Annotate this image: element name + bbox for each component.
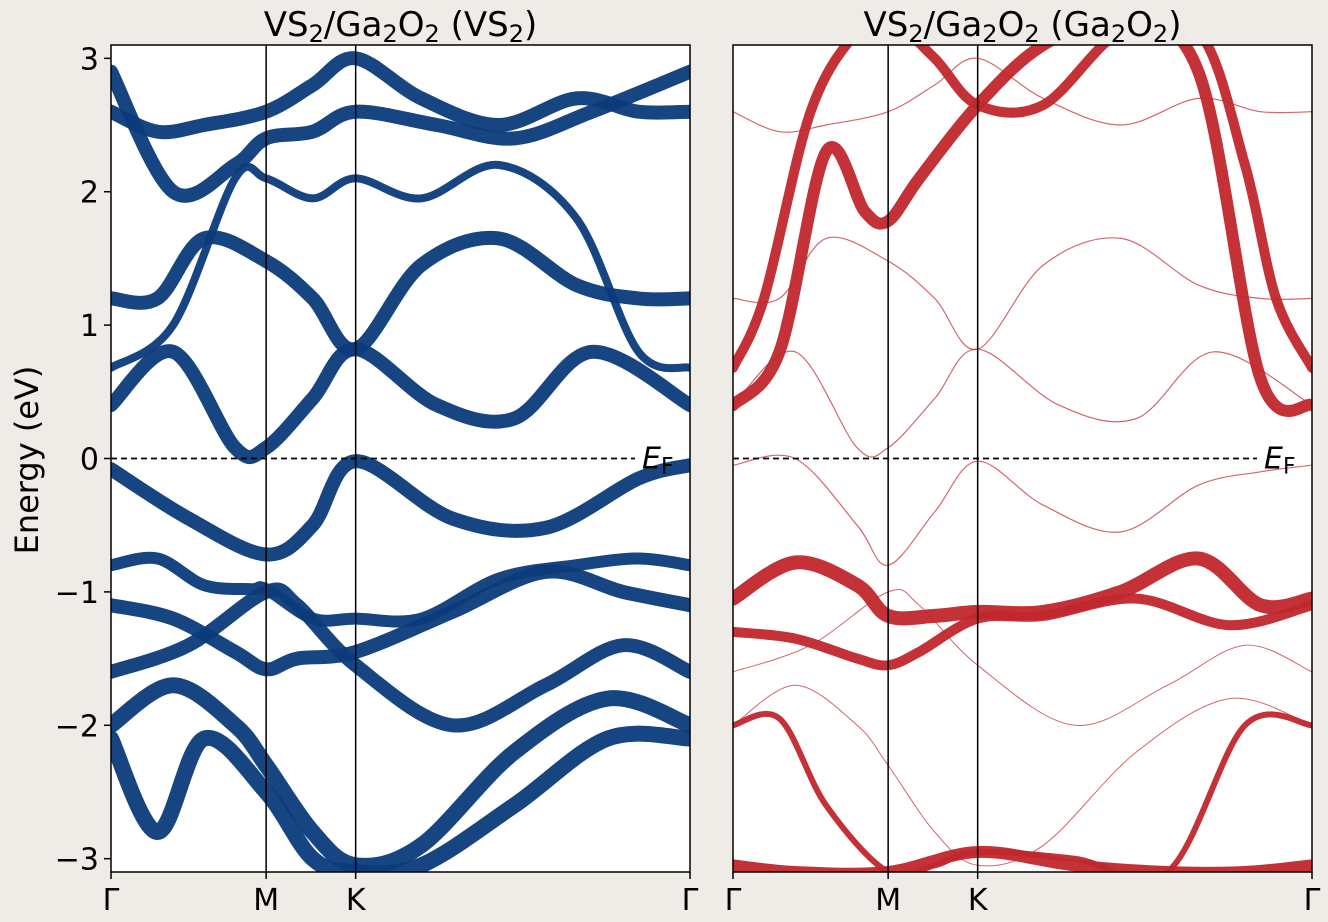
band-line-11 [733,588,1312,726]
band-line-10 [733,57,1312,133]
y-axis-label-group: Energy (eV) [8,366,46,555]
y-tick-label-4: 0 [80,443,99,478]
band-line-3 [733,551,1312,626]
band-line-6 [733,845,1312,872]
panel-left-vs2: EF Γ M K Γ 3 2 1 0 −1 −2 −3 VS2/Ga2O2 (VS2) [55,5,699,918]
band-line-8 [733,348,1312,458]
panel-title: VS2/Ga2O2 (VS2) [264,5,538,48]
band-line-9 [733,236,1312,351]
fermi-level-label: EF [1264,442,1296,480]
band-line-7 [111,551,690,628]
bands-group [111,51,690,872]
fermi-level-label: EF [642,442,674,480]
x-tick-label-3: K [968,883,989,918]
y-tick-label-6: −2 [55,709,99,744]
y-tick-label-5: −1 [55,576,99,611]
x-tick-label-2: M [875,883,901,918]
panel-title: VS2/Ga2O2 (Ga2O2) [864,5,1182,48]
band-line-6 [111,64,690,203]
band-line-12 [733,684,1312,867]
y-tick-label-7: −3 [55,843,99,878]
band-line-4 [111,160,690,373]
y-tick-label-2: 2 [80,176,99,211]
x-tick-label-3: K [346,883,367,918]
y-tick-label-1: 3 [80,42,99,77]
x-tick-label-1: Γ [725,883,742,918]
band-line-4 [733,593,1312,671]
band-line-5 [111,51,690,140]
band-line-9 [111,582,690,733]
y-axis-label: Energy (eV) [8,366,46,555]
band-line-11 [111,725,690,872]
x-tick-label-4: Γ [682,883,699,918]
band-line-3 [111,230,690,357]
panel-right-ga2o2: EF Γ M K Γ VS2/Ga2O2 (Ga2O2) [725,5,1321,918]
x-tick-label-1: Γ [103,883,120,918]
plot-frame [732,44,1313,873]
y-tick-label-3: 1 [80,309,99,344]
x-tick-label-2: M [253,883,279,918]
x-tick-label-4: Γ [1304,883,1321,918]
band-line-2 [111,342,690,465]
